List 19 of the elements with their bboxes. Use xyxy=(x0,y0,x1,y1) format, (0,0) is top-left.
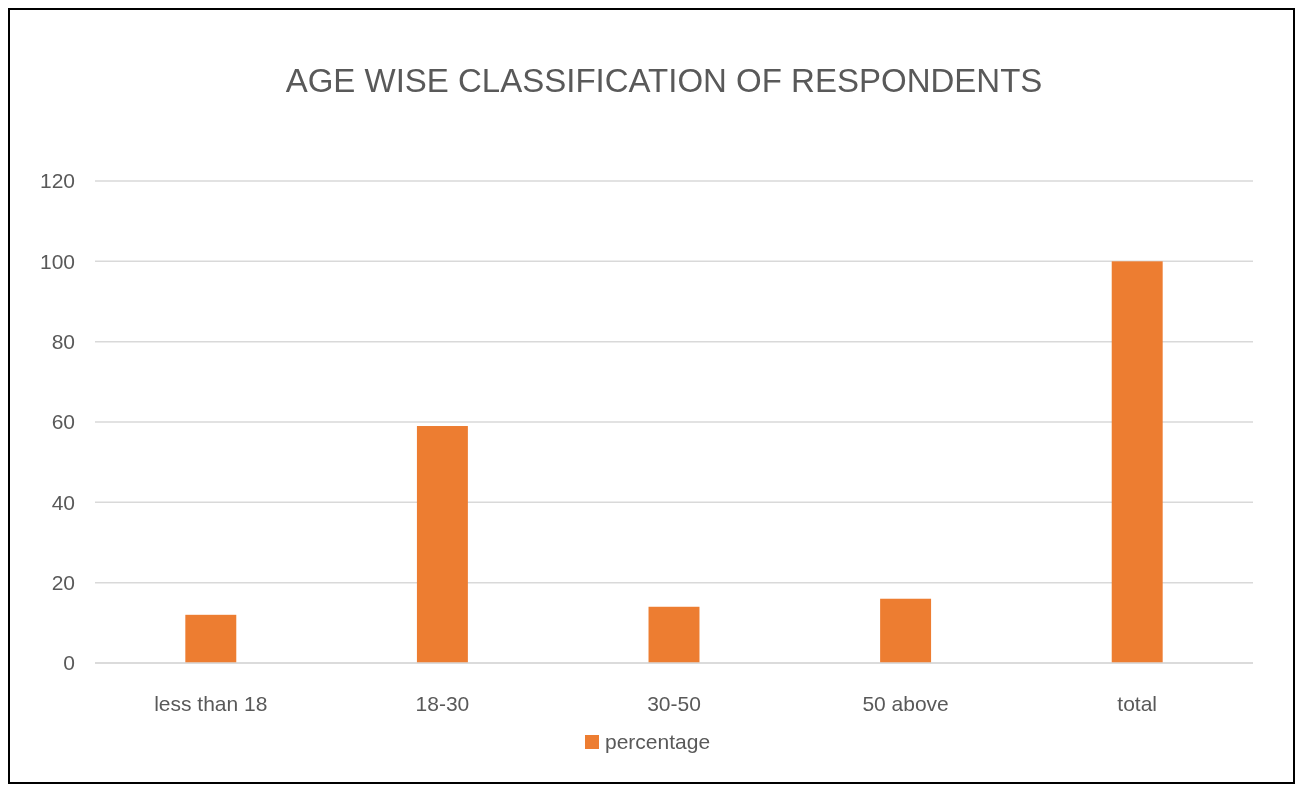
bar xyxy=(880,598,932,663)
x-tick-label: 50 above xyxy=(862,692,949,715)
y-tick-label: 20 xyxy=(51,571,75,595)
y-tick-label: 60 xyxy=(51,410,75,434)
chart-title: AGE WISE CLASSIFICATION OF RESPONDENTS xyxy=(285,62,1043,99)
y-tick-label: 40 xyxy=(51,490,75,514)
y-tick-label: 80 xyxy=(51,330,75,354)
bar xyxy=(185,614,237,663)
y-tick-label: 0 xyxy=(63,651,75,675)
bar xyxy=(648,606,700,663)
x-tick-label: total xyxy=(1117,692,1158,715)
legend-label: percentage xyxy=(605,730,711,753)
y-tick-label: 120 xyxy=(39,169,75,193)
bar xyxy=(1111,261,1163,663)
x-tick-label: less than 18 xyxy=(154,692,268,715)
y-tick-label: 100 xyxy=(39,249,75,273)
x-tick-label: 30-50 xyxy=(647,692,701,715)
bar xyxy=(416,426,468,663)
x-tick-label: 18-30 xyxy=(415,692,470,715)
